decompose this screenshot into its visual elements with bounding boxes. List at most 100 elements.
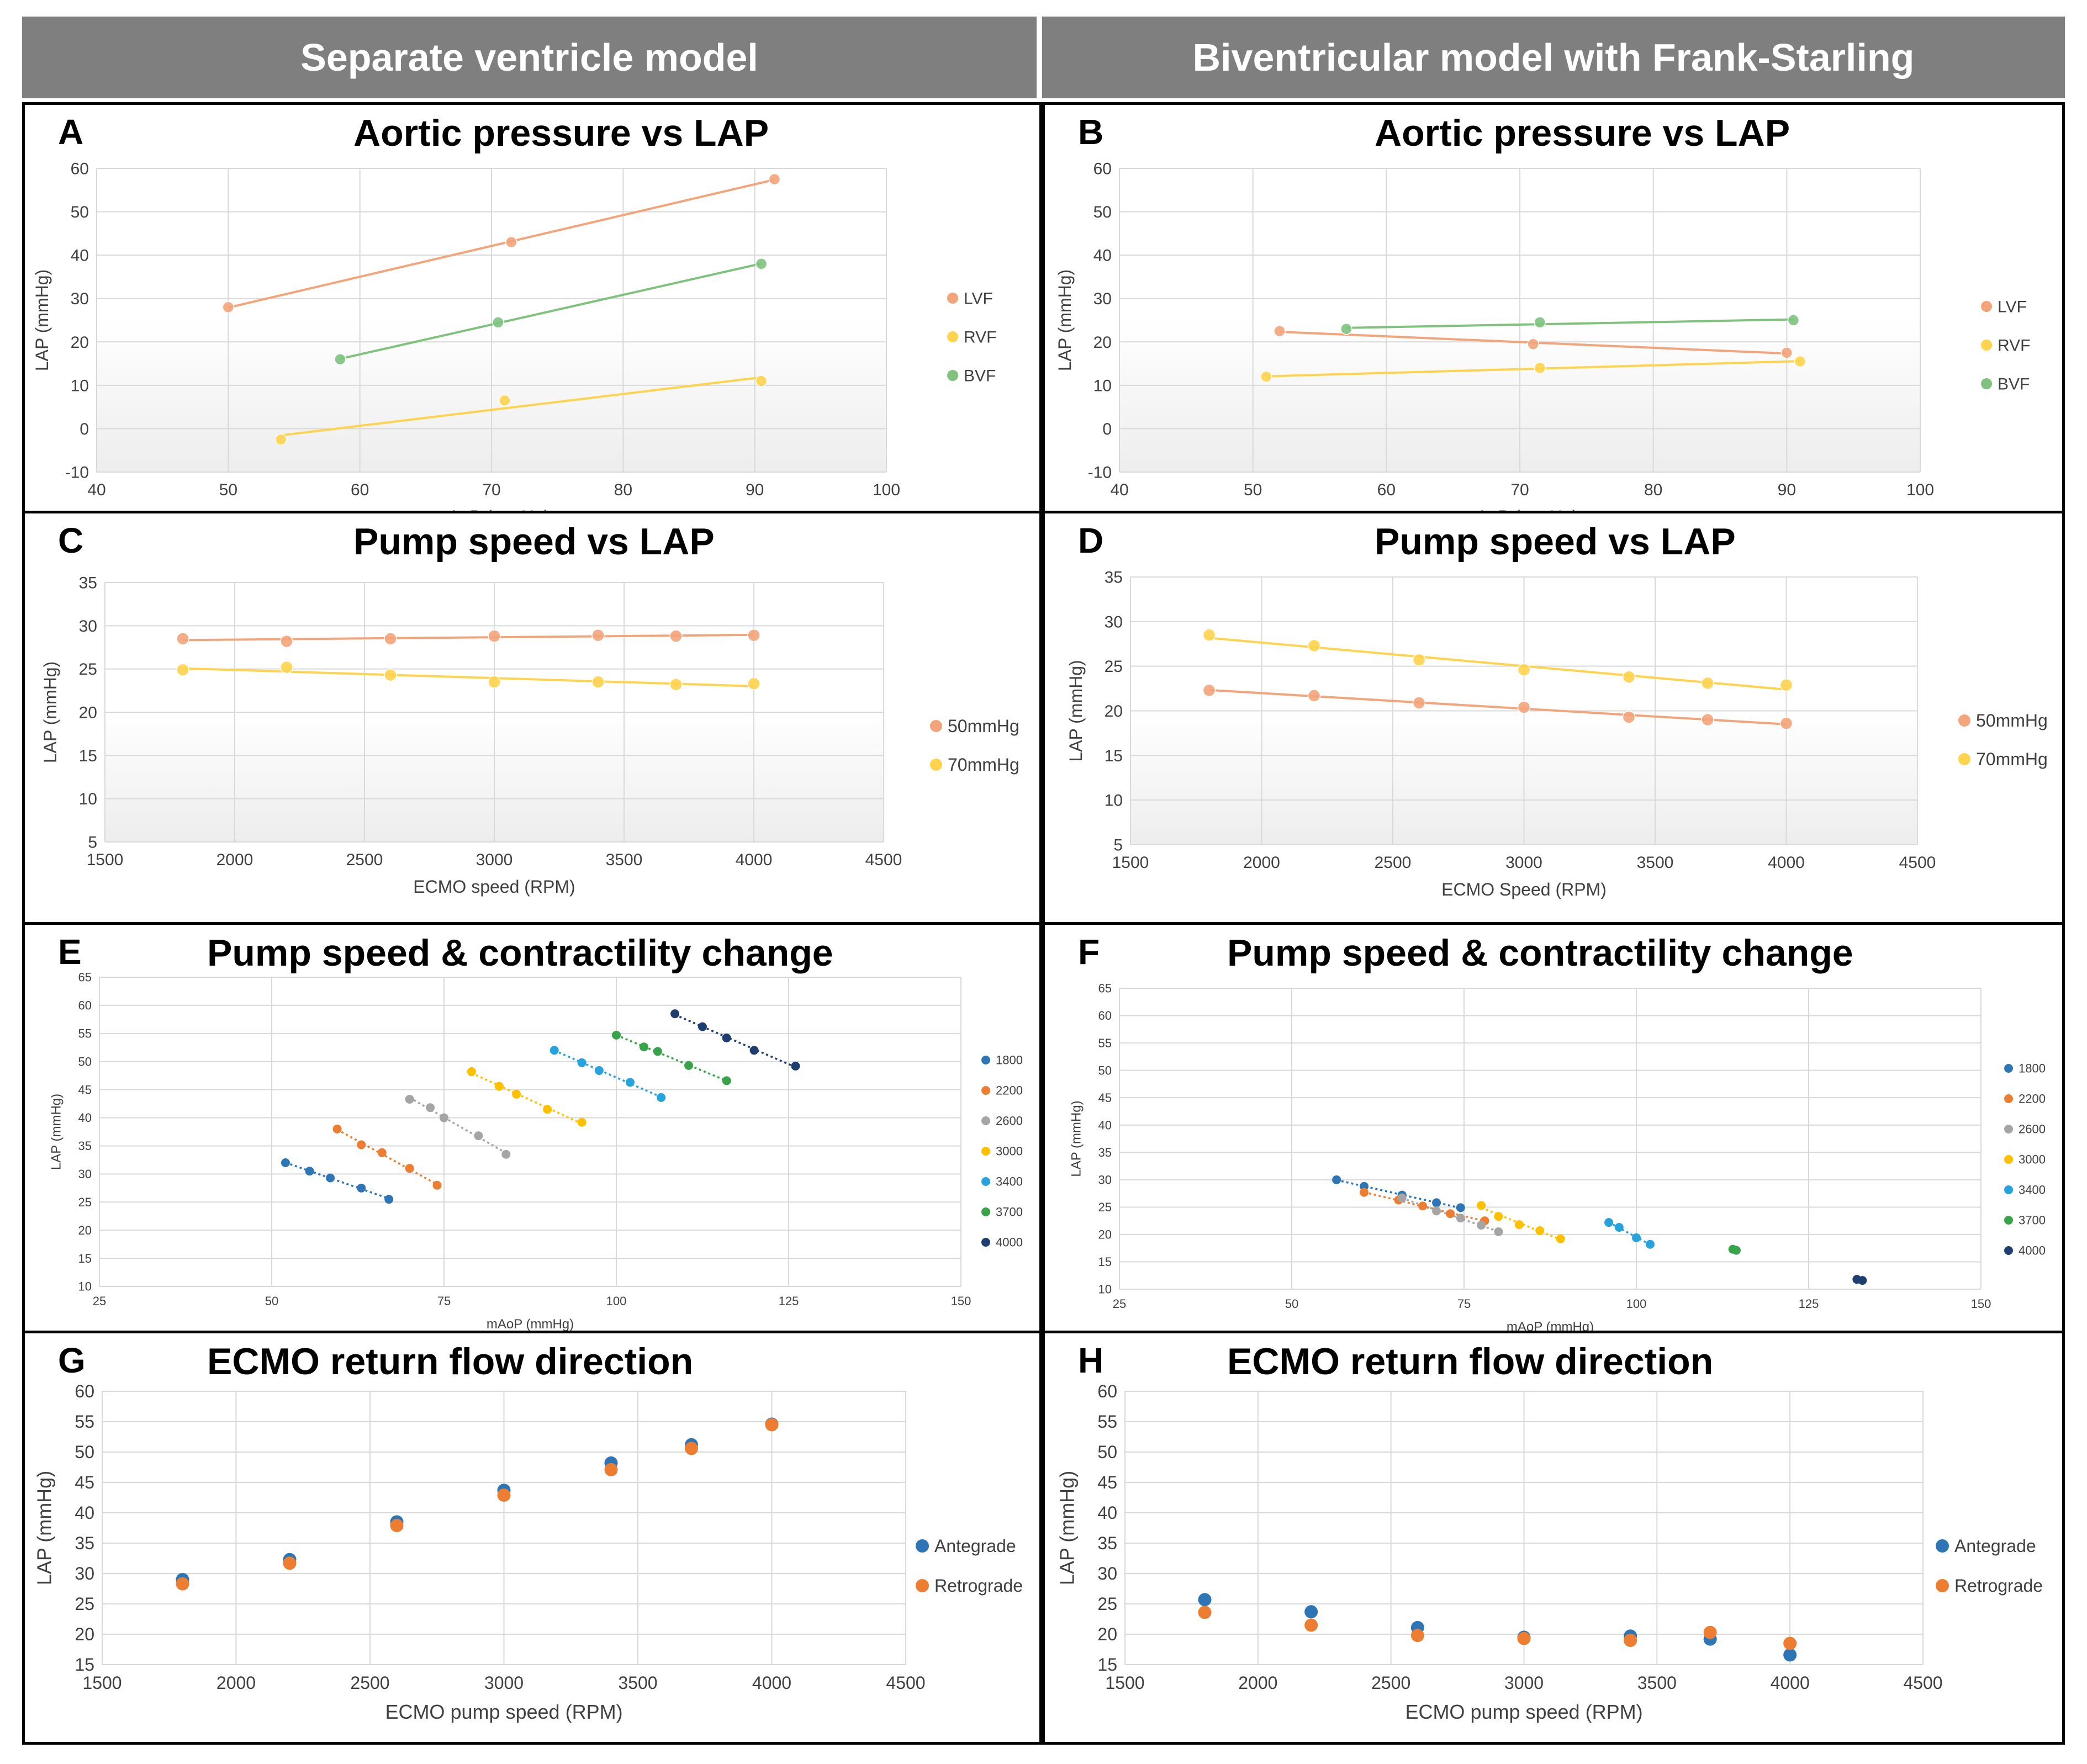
- data-point-50mmhg: [1701, 713, 1714, 727]
- x-tick-label: 1500: [1112, 854, 1149, 872]
- y-tick-label: 15: [79, 747, 97, 765]
- legend-label: BVF: [964, 367, 996, 385]
- trendline-50mmhg: [1209, 688, 1787, 725]
- data-point-1800: [357, 1183, 366, 1193]
- data-point-2600: [405, 1094, 414, 1104]
- y-tick-label: 35: [1105, 569, 1123, 587]
- trendline-rvf: [1266, 360, 1800, 378]
- y-tick-label: 30: [71, 290, 89, 308]
- data-point-50mmhg: [280, 634, 293, 648]
- data-point-retrograde: [1624, 1634, 1637, 1647]
- legend-marker: [2004, 1094, 2013, 1103]
- panel-title: Pump speed vs LAP: [353, 521, 715, 563]
- data-point-70mmhg: [669, 678, 683, 691]
- legend-label: 70mmHg: [948, 755, 1019, 775]
- y-tick-label: 30: [78, 1167, 92, 1181]
- legend-label: 2600: [2019, 1122, 2046, 1136]
- panel-f: F Pump speed & contractility change 25 50…: [1042, 922, 2065, 1333]
- x-axis-label: mAoP (mmHg): [487, 1317, 574, 1331]
- data-point-retrograde: [390, 1519, 404, 1533]
- data-point-rvf: [499, 394, 511, 407]
- data-point-lvf: [222, 301, 235, 314]
- y-tick-label: 30: [1098, 1173, 1112, 1187]
- data-point-4000: [698, 1022, 707, 1031]
- data-point-70mmhg: [1517, 663, 1531, 676]
- trendline-3700: [616, 1034, 727, 1082]
- y-tick-label: 55: [75, 1412, 94, 1432]
- x-tick-label: 2000: [1243, 854, 1280, 872]
- x-tick-label: 40: [1110, 481, 1128, 499]
- panel-letter: E: [58, 932, 82, 972]
- trendline-2600: [409, 1096, 507, 1154]
- legend-label: LVF: [964, 290, 993, 308]
- panel-letter: C: [58, 521, 84, 560]
- panel-title: ECMO return flow direction: [207, 1341, 694, 1382]
- chart-f: 25 50 75 100 125 150 10 15 20 25 30 35 40 45 50 55 60 65 m…: [1069, 982, 2046, 1331]
- y-tick-label: 10: [1105, 792, 1123, 810]
- data-point-50mmhg: [384, 632, 397, 645]
- data-point-50mmhg: [1412, 696, 1426, 709]
- y-tick-label: -10: [1088, 464, 1112, 482]
- legend-marker: [947, 331, 958, 342]
- data-point-3400: [1632, 1233, 1641, 1242]
- legend-marker: [916, 1539, 929, 1553]
- data-point-lvf: [1780, 347, 1793, 359]
- y-axis-label: LAP (mmHg): [32, 269, 52, 371]
- x-tick-label: 90: [746, 481, 764, 499]
- data-point-3400: [625, 1078, 635, 1087]
- y-tick-label: 50: [1097, 1442, 1117, 1462]
- y-tick-label: 60: [1093, 160, 1112, 178]
- legend-label: RVF: [1998, 337, 2030, 355]
- data-point-3400: [550, 1046, 559, 1055]
- data-point-bvf: [334, 353, 346, 365]
- legend-label: 4000: [2019, 1244, 2046, 1258]
- y-tick-label: 15: [1097, 1655, 1117, 1675]
- x-tick-label: 90: [1778, 481, 1796, 499]
- data-point-3000: [1494, 1212, 1503, 1221]
- data-point-3000: [1556, 1234, 1565, 1243]
- y-tick-label: 20: [1098, 1228, 1112, 1242]
- panel-letter: G: [58, 1341, 86, 1380]
- legend-marker: [981, 1116, 990, 1125]
- legend-marker: [1981, 340, 1992, 351]
- x-tick-label: 25: [1113, 1297, 1126, 1311]
- panel-c: C Pump speed vs LAP 1500 2000 2500 3000 3500…: [22, 511, 1042, 925]
- data-point-rvf: [1260, 370, 1272, 383]
- data-point-3700: [1731, 1246, 1741, 1255]
- data-point-50mmhg: [488, 629, 501, 643]
- y-tick-label: 35: [78, 1139, 92, 1153]
- data-point-4000: [722, 1033, 731, 1042]
- legend-label: 3000: [2019, 1153, 2046, 1167]
- data-point-70mmhg: [747, 677, 760, 691]
- data-point-4000: [1858, 1276, 1867, 1285]
- trendline-1800: [285, 1161, 389, 1200]
- x-axis-label: ECMO pump speed (RPM): [1405, 1701, 1642, 1723]
- data-point-4000: [791, 1061, 800, 1071]
- x-tick-label: 3500: [1637, 854, 1674, 872]
- data-point-3400: [594, 1066, 604, 1076]
- data-point-retrograde: [1703, 1625, 1717, 1639]
- y-tick-label: 20: [79, 704, 97, 722]
- x-tick-label: 2500: [350, 1673, 389, 1693]
- data-point-2600: [440, 1113, 448, 1122]
- data-point-retrograde: [1410, 1629, 1424, 1643]
- panel-title: Aortic pressure vs LAP: [1375, 112, 1790, 154]
- x-tick-label: 2000: [216, 1673, 256, 1693]
- y-tick-label: 45: [1097, 1472, 1117, 1492]
- data-point-3700: [612, 1030, 621, 1040]
- legend-label: 2600: [996, 1114, 1023, 1128]
- data-point-2200: [405, 1164, 414, 1173]
- legend-marker: [1958, 753, 1970, 765]
- legend-label: 1800: [996, 1053, 1023, 1067]
- x-tick-label: 4000: [1771, 1673, 1810, 1693]
- x-tick-label: 100: [606, 1294, 627, 1308]
- x-tick-label: 4500: [865, 851, 902, 869]
- x-tick-label: 150: [1971, 1297, 1991, 1311]
- panel-letter: F: [1078, 932, 1100, 972]
- y-axis-label: LAP (mmHg): [49, 1094, 64, 1170]
- data-point-1800: [281, 1158, 290, 1167]
- data-point-1800: [384, 1195, 394, 1204]
- trendline-4000: [674, 1014, 796, 1068]
- y-tick-label: 5: [1113, 836, 1123, 855]
- x-axis-label: ECMO speed (RPM): [413, 877, 575, 897]
